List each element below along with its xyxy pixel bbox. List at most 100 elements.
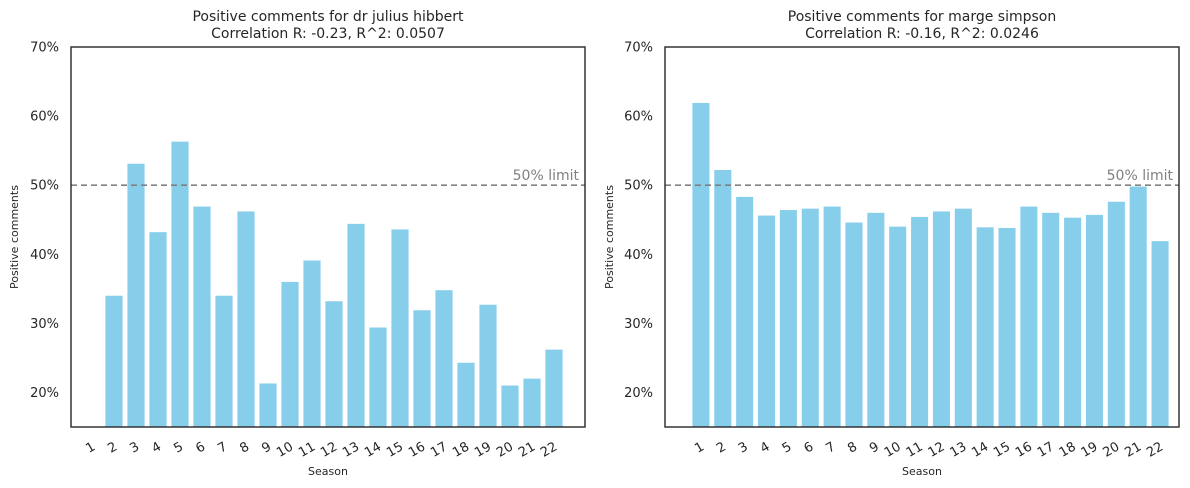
limit-label: 50% limit bbox=[1107, 168, 1174, 184]
bar-season-6 bbox=[193, 206, 211, 427]
y-tick-label: 70% bbox=[624, 41, 653, 56]
bar-season-12 bbox=[932, 211, 950, 427]
y-tick-label: 50% bbox=[624, 179, 653, 194]
bar-season-19 bbox=[479, 304, 497, 427]
x-tick-label: 14 bbox=[969, 439, 991, 460]
bar-season-16 bbox=[1020, 206, 1038, 427]
y-axis-label: Positive comments bbox=[603, 185, 616, 289]
bar-season-11 bbox=[911, 216, 929, 427]
chart-title: Positive comments for dr julius hibbert bbox=[192, 9, 464, 25]
x-tick-label: 15 bbox=[384, 439, 406, 460]
bar-season-21 bbox=[1129, 186, 1147, 427]
bar-season-3 bbox=[736, 196, 754, 427]
y-tick-label: 50% bbox=[30, 179, 59, 194]
x-tick-label: 16 bbox=[1013, 439, 1035, 460]
bar-season-17 bbox=[435, 290, 453, 427]
bar-season-2 bbox=[105, 295, 123, 427]
bar-season-2 bbox=[714, 169, 732, 428]
x-tick-label: 13 bbox=[947, 439, 969, 460]
bar-season-11 bbox=[303, 260, 321, 427]
x-tick-label: 13 bbox=[340, 439, 362, 460]
y-tick-label: 70% bbox=[30, 41, 59, 56]
bar-season-4 bbox=[758, 215, 776, 427]
x-tick-label: 5 bbox=[171, 439, 186, 456]
y-axis-label: Positive comments bbox=[8, 185, 21, 289]
chart-subtitle: Correlation R: -0.23, R^2: 0.0507 bbox=[211, 26, 445, 42]
plot-frame bbox=[70, 46, 586, 428]
bar-season-4 bbox=[149, 232, 167, 427]
x-tick-label: 1 bbox=[83, 439, 98, 456]
chart-subtitle: Correlation R: -0.16, R^2: 0.0246 bbox=[805, 26, 1039, 42]
x-tick-label: 6 bbox=[193, 439, 208, 456]
bar-season-20 bbox=[1107, 201, 1125, 427]
x-tick-label: 8 bbox=[845, 439, 860, 456]
bar-season-6 bbox=[801, 208, 819, 427]
x-tick-label: 8 bbox=[237, 439, 252, 456]
x-tick-label: 22 bbox=[538, 439, 560, 460]
bar-season-18 bbox=[1064, 217, 1082, 427]
x-tick-label: 21 bbox=[516, 439, 538, 460]
x-tick-label: 2 bbox=[105, 439, 120, 456]
x-tick-label: 7 bbox=[823, 439, 838, 456]
x-tick-label: 10 bbox=[882, 439, 904, 460]
bar-season-5 bbox=[171, 141, 189, 427]
x-tick-label: 18 bbox=[450, 439, 472, 460]
bar-season-7 bbox=[823, 206, 841, 427]
bar-season-21 bbox=[523, 378, 541, 427]
y-tick-label: 60% bbox=[624, 110, 653, 125]
x-tick-label: 14 bbox=[362, 439, 384, 460]
bar-season-14 bbox=[369, 327, 387, 427]
x-axis-label: Season bbox=[308, 465, 348, 478]
y-tick-label: 60% bbox=[30, 110, 59, 125]
y-tick-label: 30% bbox=[624, 317, 653, 332]
bar-season-22 bbox=[545, 349, 563, 427]
x-tick-label: 4 bbox=[758, 439, 773, 456]
bar-season-8 bbox=[237, 211, 255, 427]
chart-title: Positive comments for marge simpson bbox=[788, 9, 1057, 25]
bar-season-7 bbox=[215, 295, 233, 427]
x-tick-label: 10 bbox=[274, 439, 296, 460]
x-tick-label: 17 bbox=[1035, 439, 1057, 460]
x-tick-label: 7 bbox=[215, 439, 230, 456]
chart-panel-1: 50% limit 20% 30% 40% 50% 60% 70% 1 2 3 4 5 6 7 8 9 10 11… bbox=[8, 9, 586, 478]
x-tick-label: 4 bbox=[149, 439, 164, 456]
x-tick-label: 19 bbox=[1079, 439, 1101, 460]
bar-season-13 bbox=[954, 208, 972, 427]
y-tick-label: 40% bbox=[30, 248, 59, 263]
bar-season-9 bbox=[867, 212, 885, 427]
bar-season-12 bbox=[325, 301, 343, 427]
x-tick-label: 15 bbox=[991, 439, 1013, 460]
x-tick-label: 6 bbox=[802, 439, 817, 456]
x-tick-label: 18 bbox=[1057, 439, 1079, 460]
x-axis-label: Season bbox=[902, 465, 942, 478]
x-tick-label: 17 bbox=[428, 439, 450, 460]
bar-season-10 bbox=[889, 226, 907, 427]
limit-label: 50% limit bbox=[513, 168, 580, 184]
x-tick-label: 2 bbox=[714, 439, 729, 456]
x-tick-label: 1 bbox=[692, 439, 707, 456]
x-tick-label: 9 bbox=[259, 439, 274, 456]
x-tick-label: 16 bbox=[406, 439, 428, 460]
bar-season-13 bbox=[347, 223, 365, 427]
bar-season-22 bbox=[1151, 241, 1169, 427]
bar-season-8 bbox=[845, 222, 863, 427]
y-tick-label: 40% bbox=[624, 248, 653, 263]
bar-season-1 bbox=[692, 102, 710, 428]
y-tick-label: 20% bbox=[624, 386, 653, 401]
x-tick-label: 5 bbox=[780, 439, 795, 456]
x-tick-label: 3 bbox=[736, 439, 751, 456]
bar-season-17 bbox=[1042, 212, 1060, 427]
x-tick-label: 21 bbox=[1122, 439, 1144, 460]
x-tick-label: 11 bbox=[296, 439, 318, 460]
bar-season-5 bbox=[779, 210, 797, 427]
x-tick-label: 20 bbox=[494, 439, 516, 460]
bar-season-10 bbox=[281, 281, 299, 427]
bar-season-20 bbox=[501, 385, 519, 427]
x-tick-label: 3 bbox=[127, 439, 142, 456]
y-tick-label: 30% bbox=[30, 317, 59, 332]
y-tick-label: 20% bbox=[30, 386, 59, 401]
x-tick-label: 20 bbox=[1101, 439, 1123, 460]
x-tick-label: 19 bbox=[472, 439, 494, 460]
